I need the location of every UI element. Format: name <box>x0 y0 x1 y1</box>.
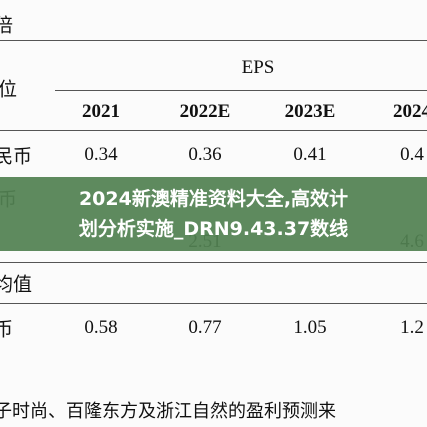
cell: 1.2 <box>400 317 424 338</box>
cell: 1.05 <box>293 317 327 338</box>
column-header: 2022E <box>179 101 231 122</box>
cell: 0.41 <box>293 144 327 165</box>
cell: 0.77 <box>188 317 222 338</box>
cell: 0.58 <box>84 317 118 338</box>
rule <box>0 130 427 131</box>
column-header: 2023E <box>284 101 336 122</box>
row-label: 民币 <box>0 146 33 168</box>
rule <box>55 90 427 91</box>
row-label: 币 <box>0 319 14 341</box>
cell: 0.36 <box>188 144 222 165</box>
title-fragment: 倍 <box>0 15 14 37</box>
group-header: EPS <box>241 57 275 78</box>
rule <box>0 303 427 304</box>
cell: 0.4 <box>400 144 424 165</box>
cell: 0.34 <box>84 144 118 165</box>
banner: 2024新澳精准资料大全,高效计 划分析实施_DRN9.43.37数线 <box>0 177 427 251</box>
banner-line: 2024新澳精准资料大全,高效计 <box>78 188 349 210</box>
average-label: 均值 <box>0 274 33 296</box>
footer-text: 子时尚、百隆东方及浙江自然的盈利预测来 <box>0 401 336 421</box>
rule <box>0 262 427 263</box>
unit-label: 位 <box>0 79 18 101</box>
column-header: 2021 <box>82 101 120 122</box>
column-header: 2024 <box>393 101 427 122</box>
banner-line: 划分析实施_DRN9.43.37数线 <box>78 218 349 240</box>
rule <box>0 40 427 41</box>
